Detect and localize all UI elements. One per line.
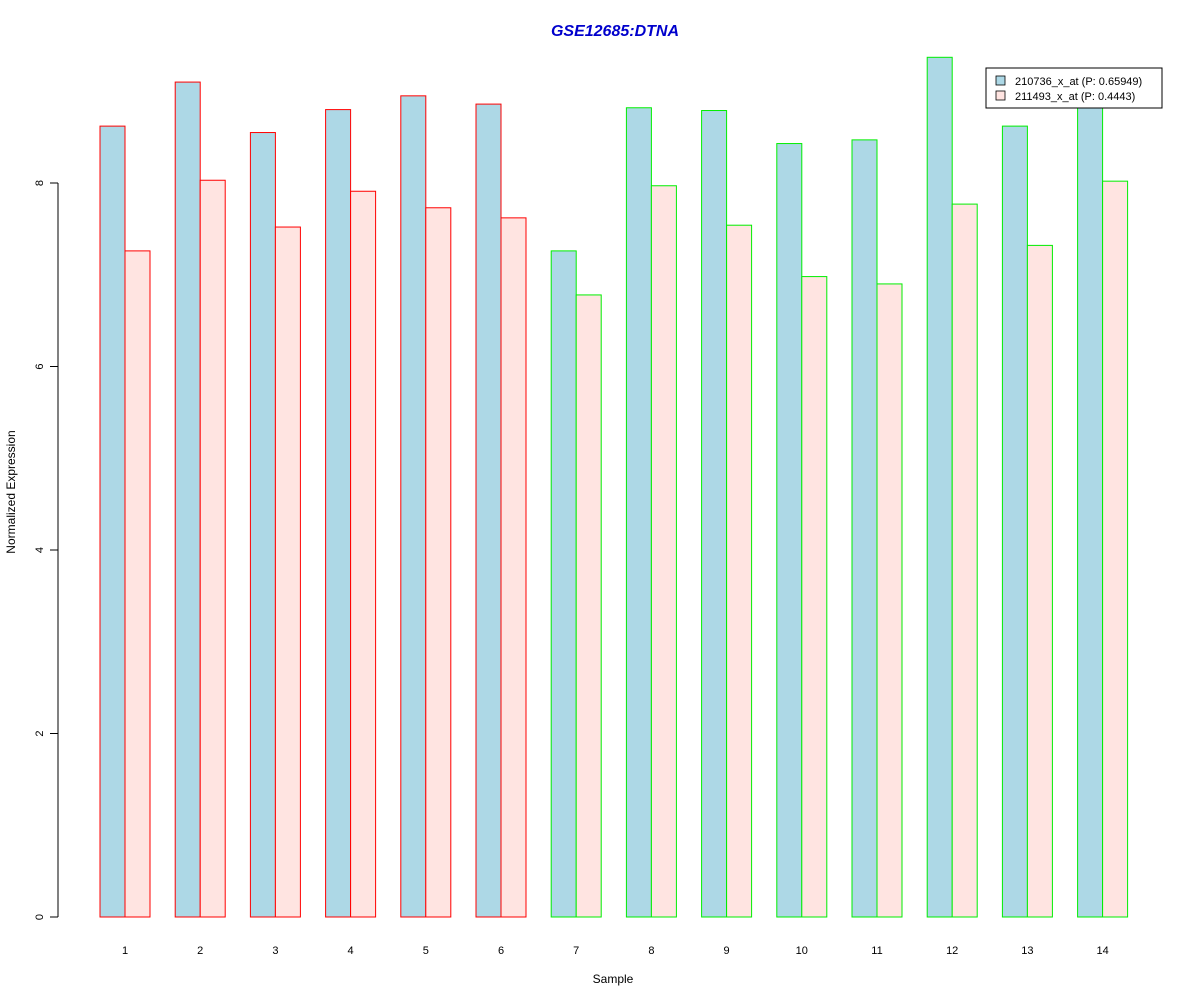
bar-sample-10-series-2 xyxy=(801,276,828,918)
bar-sample-7-series-2 xyxy=(575,294,602,918)
x-tick-label: 2 xyxy=(197,945,203,957)
x-tick-label: 3 xyxy=(272,945,278,957)
legend-label-series-2: 211493_x_at (P: 0.4443) xyxy=(1015,91,1135,103)
bar-sample-12-series-2 xyxy=(951,203,978,918)
bar-sample-10-series-1 xyxy=(776,143,803,918)
bar-sample-8-series-2 xyxy=(650,185,677,918)
x-tick-label: 14 xyxy=(1096,945,1108,957)
bar-sample-8-series-1 xyxy=(625,107,652,918)
bar-sample-13-series-1 xyxy=(1001,125,1028,918)
x-tick-label: 9 xyxy=(724,945,730,957)
bar-sample-4-series-1 xyxy=(325,109,352,918)
x-tick-label: 4 xyxy=(348,945,354,957)
bar-sample-5-series-1 xyxy=(400,95,427,918)
bar-sample-4-series-2 xyxy=(350,190,377,918)
y-axis-label: Normalized Expression xyxy=(4,430,18,553)
bar-sample-2-series-2 xyxy=(199,179,226,918)
legend-swatch-series-2 xyxy=(995,90,1006,101)
y-axis: 0 2 4 6 8 xyxy=(34,180,59,920)
bar-sample-7-series-1 xyxy=(550,250,577,918)
bar-sample-5-series-2 xyxy=(425,207,452,918)
bar-sample-12-series-1 xyxy=(926,56,953,918)
x-tick-label: 10 xyxy=(796,945,808,957)
bar-sample-1-series-1 xyxy=(99,125,126,918)
y-tick-label: 8 xyxy=(34,180,46,186)
bars xyxy=(99,56,1129,918)
y-tick-label: 4 xyxy=(34,547,46,553)
y-tick-label: 6 xyxy=(34,363,46,369)
x-tick-label: 6 xyxy=(498,945,504,957)
bar-sample-11-series-2 xyxy=(876,283,903,918)
bar-sample-3-series-1 xyxy=(249,132,276,918)
x-tick-labels: 1 2 3 4 5 6 7 8 9 10 11 12 13 14 xyxy=(122,945,1109,957)
bar-sample-14-series-2 xyxy=(1102,180,1129,918)
bar-sample-6-series-2 xyxy=(500,217,527,918)
legend: 210736_x_at (P: 0.65949) 211493_x_at (P:… xyxy=(985,67,1163,109)
bar-sample-6-series-1 xyxy=(475,103,502,918)
x-tick-label: 1 xyxy=(122,945,128,957)
x-tick-label: 7 xyxy=(573,945,579,957)
x-tick-label: 13 xyxy=(1021,945,1033,957)
legend-box xyxy=(985,67,1163,109)
bar-sample-3-series-2 xyxy=(274,226,301,918)
x-tick-label: 12 xyxy=(946,945,958,957)
bar-sample-2-series-1 xyxy=(174,81,201,918)
x-tick-label: 5 xyxy=(423,945,429,957)
x-tick-label: 11 xyxy=(871,945,882,957)
x-axis-label: Sample xyxy=(593,972,634,986)
bar-sample-11-series-1 xyxy=(851,139,878,918)
bar-sample-1-series-2 xyxy=(124,250,151,918)
bar-sample-9-series-1 xyxy=(701,110,728,918)
bar-sample-13-series-2 xyxy=(1026,244,1053,918)
y-tick-label: 0 xyxy=(34,914,46,920)
bar-sample-14-series-1 xyxy=(1077,104,1104,918)
y-tick-label: 2 xyxy=(34,730,46,736)
chart-title: GSE12685:DTNA xyxy=(551,23,679,40)
legend-label-series-1: 210736_x_at (P: 0.65949) xyxy=(1015,76,1142,88)
bar-sample-9-series-2 xyxy=(726,224,753,918)
x-tick-label: 8 xyxy=(648,945,654,957)
legend-swatch-series-1 xyxy=(995,75,1006,86)
